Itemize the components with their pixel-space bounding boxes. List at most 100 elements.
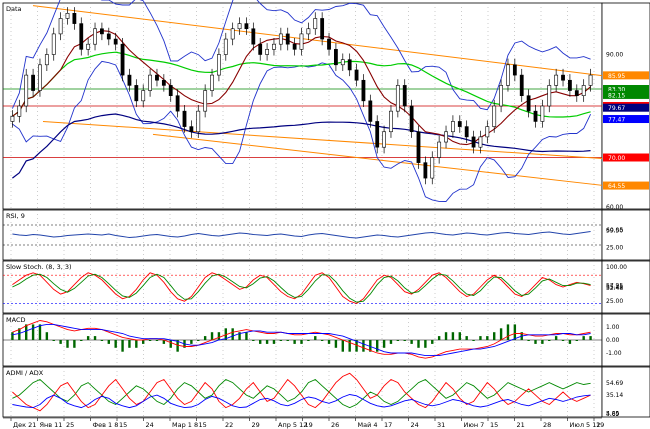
histogram-bar — [100, 340, 104, 341]
histogram-bar — [293, 340, 296, 344]
candle-body — [320, 18, 325, 40]
candle-body — [533, 110, 538, 122]
candle-body — [100, 28, 104, 35]
candle-body — [306, 28, 311, 35]
histogram-bar — [451, 332, 455, 340]
candle-body — [554, 74, 559, 86]
trend-line — [42, 120, 603, 160]
candle-body — [382, 131, 386, 148]
histogram-bar — [259, 340, 262, 344]
moving-average-long — [12, 113, 591, 179]
price-marker-label: 70.00 — [608, 155, 625, 162]
histogram-bar — [417, 340, 420, 348]
candle-body — [265, 49, 269, 55]
candle-body — [395, 85, 400, 112]
price-marker — [603, 103, 649, 112]
histogram-bar — [203, 336, 207, 340]
histogram-bar — [38, 324, 42, 340]
histogram-bar — [25, 324, 28, 340]
candle-body — [31, 74, 35, 91]
candle-body — [244, 23, 249, 30]
histogram-bar — [176, 340, 179, 352]
axis-label: 5.85 — [606, 410, 620, 417]
histogram-bar — [52, 340, 55, 341]
candle-body — [375, 121, 380, 148]
x-tick-label: Дек 21 — [13, 421, 36, 429]
series-line — [12, 231, 591, 239]
price-axis — [601, 366, 650, 418]
trend-line — [32, 5, 603, 77]
price-marker-label: 83.30 — [608, 87, 625, 94]
candle-body — [292, 43, 297, 50]
candle-body — [251, 28, 256, 45]
candle-body — [574, 90, 579, 97]
x-tick-label: 17 — [384, 421, 392, 429]
axis-label: 25.00 — [606, 245, 623, 252]
candle-body — [464, 126, 469, 138]
price-marker — [603, 153, 649, 162]
candle-body — [361, 79, 366, 102]
histogram-bar — [362, 340, 365, 352]
x-tick-label: 28 — [543, 421, 551, 429]
candle-body — [313, 18, 318, 30]
candle-body — [409, 105, 414, 133]
panel-title: RSI, 9 — [6, 212, 25, 220]
candle-body — [354, 69, 359, 81]
candle-body — [127, 74, 132, 86]
panel-5: ADMI / ADX 54.69 35.14 5.854.69 — [2, 366, 650, 418]
candle-body — [24, 74, 29, 107]
histogram-bar — [238, 332, 241, 340]
histogram-bar — [66, 340, 69, 348]
candle-body — [478, 136, 483, 148]
candle-body — [278, 33, 283, 45]
candle-body — [334, 49, 338, 66]
candle-body — [203, 90, 208, 112]
candle-body — [155, 74, 159, 81]
candle-body — [223, 38, 228, 55]
axis-label: 100.00 — [606, 264, 627, 271]
histogram-bar — [197, 340, 200, 341]
histogram-bar — [410, 340, 413, 344]
candle-body — [471, 136, 476, 148]
histogram-bar — [217, 332, 221, 340]
candle-body — [526, 95, 531, 112]
histogram-bar — [554, 336, 558, 340]
price-marker — [603, 85, 649, 94]
histogram-bar — [107, 340, 110, 344]
candle-body — [285, 33, 290, 45]
bollinger-upper — [11, 0, 591, 111]
trend-line — [152, 133, 603, 186]
axis-label: 57.95 — [606, 283, 623, 290]
candle-body — [237, 23, 242, 30]
axis-label: 4.69 — [606, 411, 620, 418]
candle-body — [148, 74, 152, 91]
candle-body — [175, 95, 180, 112]
x-axis: Дек 21 Янв 11 25 Фев 1 8 15 24 Мар 1 8 15 22 29 Ап… — [3, 417, 604, 429]
candle-body — [506, 64, 510, 86]
axis-label: 1.00 — [606, 324, 620, 331]
candle-body — [38, 64, 42, 91]
panel-4: MACD 0.00 1.00 -1.00 — [2, 313, 650, 367]
x-tick-label: Июн 7 — [464, 421, 485, 429]
histogram-bar — [355, 340, 358, 352]
histogram-bar — [348, 340, 351, 352]
candle-body — [113, 38, 118, 45]
candle-body — [547, 85, 552, 107]
histogram-bar — [320, 340, 324, 341]
candle-body — [327, 38, 331, 50]
axis-label: 0.00 — [606, 337, 620, 344]
candle-body — [189, 126, 194, 133]
axis-label: -1.00 — [606, 350, 622, 357]
histogram-bar — [465, 336, 468, 340]
candle-body — [168, 85, 173, 97]
histogram-bar — [575, 340, 578, 341]
x-tick-label: 26 — [331, 421, 339, 429]
histogram-bar — [114, 340, 117, 348]
axis-label: 60.05 — [606, 227, 623, 234]
histogram-bar — [314, 336, 317, 340]
candle-body — [93, 28, 97, 45]
x-tick-label: 29 — [252, 421, 260, 429]
panel-title: Slow Stoch. (8, 3, 3) — [6, 263, 72, 271]
histogram-bar — [499, 328, 503, 340]
